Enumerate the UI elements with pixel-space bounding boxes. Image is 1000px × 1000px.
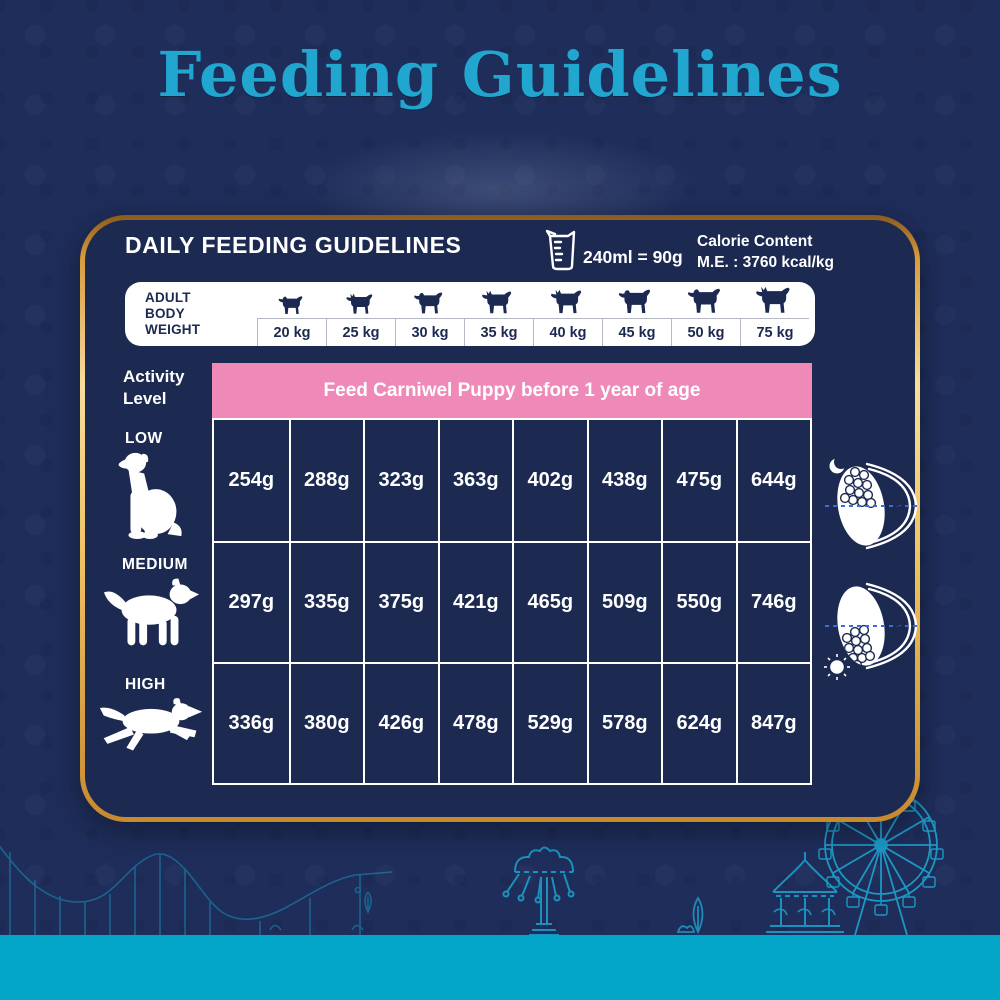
feeding-amount-cell: 375g xyxy=(363,541,438,662)
adult-body-weight-bar: ADULT BODY WEIGHT 20 kg 25 kg 30 kg xyxy=(125,282,815,346)
weight-value: 25 kg xyxy=(326,318,395,346)
feeding-table: 254g 288g 323g 363g 402g 438g 475g 644g … xyxy=(212,418,812,785)
activity-label-line: Activity xyxy=(123,367,185,386)
feeding-amount-cell: 529g xyxy=(512,662,587,783)
measure-equivalence: 240ml = 90g xyxy=(583,247,683,267)
measuring-cup-icon xyxy=(545,229,576,271)
bottom-teal-strip xyxy=(0,935,1000,1000)
feeding-amount-cell: 363g xyxy=(437,420,513,541)
feeding-amount-cell: 465g xyxy=(512,541,587,662)
dog-breed-icon xyxy=(602,282,671,318)
dog-breed-icon xyxy=(533,282,602,318)
dog-breed-icon xyxy=(326,282,395,318)
guidelines-card-body: DAILY FEEDING GUIDELINES 240ml = 90g Cal… xyxy=(85,220,918,817)
weight-bar-grid: 20 kg 25 kg 30 kg 35 kg 40 kg 45 kg 50 k… xyxy=(257,282,809,346)
dog-breed-icon xyxy=(740,282,809,318)
page-title: Feeding Guidelines xyxy=(157,38,843,111)
feeding-amount-cell: 746g xyxy=(735,541,810,662)
dog-breed-icon xyxy=(671,282,740,318)
feeding-amount-cell: 297g xyxy=(214,541,289,662)
feeding-amount-cell: 475g xyxy=(661,420,736,541)
sun-icon xyxy=(824,654,850,680)
feeding-amount-cell: 624g xyxy=(661,662,736,783)
feeding-amount-cell: 336g xyxy=(214,662,289,783)
weight-label-line: BODY xyxy=(145,306,185,322)
feeding-amount-cell: 847g xyxy=(735,662,810,783)
dog-breed-icon xyxy=(395,282,464,318)
puppy-banner: Feed Carniwel Puppy before 1 year of age xyxy=(212,363,812,418)
calorie-content: Calorie Content M.E. : 3760 kcal/kg xyxy=(697,232,834,274)
feeding-amount-cell: 288g xyxy=(288,420,364,541)
feeding-amount-cell: 550g xyxy=(661,541,736,662)
activity-label-line: Level xyxy=(123,389,167,409)
feeding-amount-cell: 426g xyxy=(363,662,438,783)
feeding-amount-cell: 402g xyxy=(512,420,587,541)
swing-ride-icon xyxy=(502,846,575,935)
night-feeding-bowl: 1/2 xyxy=(825,455,918,550)
weight-value: 35 kg xyxy=(464,318,533,346)
feeding-amount-cell: 578g xyxy=(586,662,661,783)
feeding-amount-cell: 478g xyxy=(437,662,512,783)
feeding-amount-cell: 335g xyxy=(288,541,363,662)
activity-name: LOW xyxy=(125,430,163,447)
feeding-amount-cell: 380g xyxy=(288,662,363,783)
amusement-park-illustration xyxy=(0,788,944,935)
feeding-amount-cell: 323g xyxy=(363,420,438,541)
weight-value: 40 kg xyxy=(533,318,602,346)
calorie-line1: Calorie Content xyxy=(697,233,813,250)
activity-row-medium: MEDIUM xyxy=(97,556,205,648)
portion-label: 1/2 xyxy=(889,615,907,636)
roller-coaster-icon xyxy=(0,845,393,935)
activity-row-low: LOW xyxy=(97,430,205,540)
feeding-amount-cell: 438g xyxy=(586,420,662,541)
tree-icon xyxy=(676,896,704,935)
weight-value: 75 kg xyxy=(740,318,809,346)
carousel-icon xyxy=(766,852,844,933)
weight-value: 50 kg xyxy=(671,318,740,346)
feeding-amount-cell: 254g xyxy=(228,469,275,491)
card-heading: DAILY FEEDING GUIDELINES xyxy=(125,232,462,258)
feeding-amount-cell: 509g xyxy=(586,541,661,662)
guidelines-card: DAILY FEEDING GUIDELINES 240ml = 90g Cal… xyxy=(80,215,920,822)
calorie-line2: M.E. : 3760 kcal/kg xyxy=(697,253,834,271)
activity-name: MEDIUM xyxy=(122,556,188,573)
day-feeding-bowl: 1/2 xyxy=(824,582,918,680)
activity-name: HIGH xyxy=(125,676,166,693)
weight-value: 30 kg xyxy=(395,318,464,346)
kibble-pattern xyxy=(839,466,877,509)
feeding-amount-cell: 421g xyxy=(437,541,512,662)
portion-label: 1/2 xyxy=(889,495,907,516)
weight-bar-label: ADULT BODY WEIGHT xyxy=(125,282,257,346)
weight-label-line: WEIGHT xyxy=(145,321,201,337)
running-dog-icon xyxy=(98,696,204,754)
weight-value: 45 kg xyxy=(602,318,671,346)
weight-label-line: ADULT xyxy=(145,290,191,306)
dog-breed-icon xyxy=(257,282,326,318)
weight-value: 20 kg xyxy=(257,318,326,346)
standing-dog-icon xyxy=(102,576,200,648)
feeding-amount-cell: 644g xyxy=(735,420,811,541)
activity-level-label: Activity Level xyxy=(123,366,184,410)
activity-row-high: HIGH xyxy=(97,676,205,754)
sitting-dog-icon xyxy=(116,450,186,540)
dog-breed-icon xyxy=(464,282,533,318)
